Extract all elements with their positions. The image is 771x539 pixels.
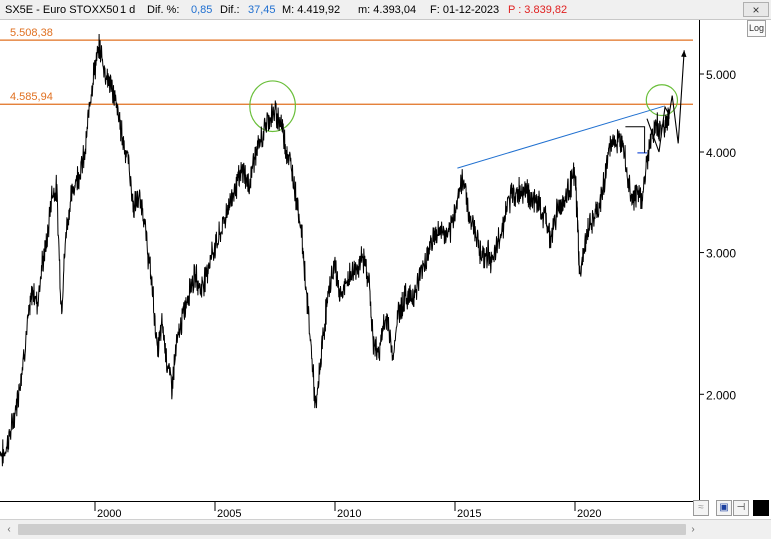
projection-path bbox=[646, 50, 685, 153]
horizontal-scrollbar[interactable]: ‹ › bbox=[0, 519, 771, 539]
scroll-left-icon[interactable]: ‹ bbox=[7, 524, 11, 535]
price-readout: P : 3.839,82 bbox=[508, 4, 568, 16]
log-scale-button[interactable]: Log bbox=[747, 20, 766, 37]
save-icon[interactable]: ▣ bbox=[716, 500, 732, 516]
date-readout: F: 01-12-2023 bbox=[430, 4, 500, 16]
scroll-thumb[interactable] bbox=[18, 524, 686, 535]
x-tick-label: 2020 bbox=[577, 508, 601, 520]
projection-arrowhead bbox=[681, 50, 687, 57]
highlight-ellipse bbox=[249, 80, 297, 133]
stretch-icon[interactable]: ≈ bbox=[693, 500, 709, 516]
dif-label: Dif.: bbox=[220, 4, 240, 16]
dif-pct-value: 0,85 bbox=[191, 4, 213, 16]
info-bar: SX5E - Euro STOXX50 1 d Dif. %: 0,85 Dif… bbox=[0, 0, 771, 20]
x-tick-label: 2010 bbox=[337, 508, 361, 520]
close-icon[interactable]: × bbox=[743, 2, 769, 17]
plot-area bbox=[0, 20, 700, 502]
highlight-ellipse bbox=[645, 84, 679, 117]
min-readout: m: 4.393,04 bbox=[358, 4, 417, 16]
scroll-right-icon[interactable]: › bbox=[691, 524, 695, 535]
max-readout: M: 4.419,92 bbox=[282, 4, 341, 16]
resistance-label: 5.508,38 bbox=[10, 27, 53, 39]
range-box bbox=[625, 126, 646, 153]
trendline bbox=[457, 105, 664, 169]
color-swatch-icon[interactable] bbox=[753, 500, 769, 516]
y-tick-label: 2.000 bbox=[706, 388, 736, 402]
x-tick-label: 2000 bbox=[97, 508, 121, 520]
x-tick-label: 2015 bbox=[457, 508, 481, 520]
symbol-label: SX5E - Euro STOXX50 bbox=[5, 4, 119, 16]
y-tick-label: 5.000 bbox=[706, 68, 736, 82]
interval-label: 1 d bbox=[120, 4, 136, 16]
drawing-annotations bbox=[249, 80, 679, 169]
dif-pct-label: Dif. %: bbox=[147, 4, 180, 16]
tick-labels: 2.000 3.000 4.000 5.000 2000 2005 2010 2015 2020 bbox=[97, 68, 736, 520]
dif-value: 37,45 bbox=[248, 4, 276, 16]
pin-icon[interactable]: ⊣ bbox=[733, 500, 749, 516]
resistance-lines: 5.508,38 4.585,94 bbox=[0, 27, 693, 105]
axis-ticks bbox=[94, 73, 704, 511]
x-tick-label: 2005 bbox=[217, 508, 241, 520]
price-series bbox=[0, 33, 687, 467]
y-tick-label: 4.000 bbox=[706, 146, 736, 160]
price-line bbox=[0, 33, 670, 467]
y-tick-label: 3.000 bbox=[706, 247, 736, 261]
resistance-label: 4.585,94 bbox=[10, 91, 53, 103]
